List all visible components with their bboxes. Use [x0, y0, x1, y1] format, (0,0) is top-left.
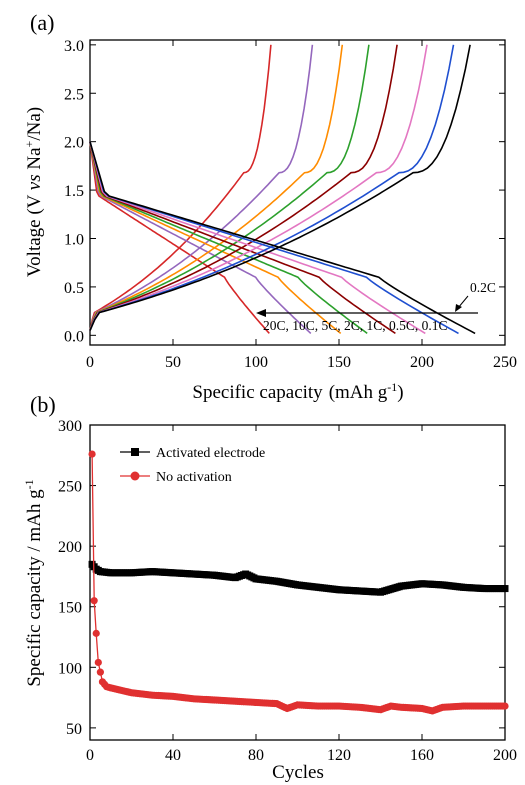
discharge-curve-20C: [89, 141, 270, 334]
charge-curve-2C: [89, 44, 370, 331]
a-ytick-label-6: 3.0: [64, 38, 84, 55]
no-activation-point-1: [88, 450, 96, 458]
a-xtick-label-3: 150: [327, 354, 351, 371]
b-xtick-label-3: 120: [327, 747, 351, 764]
b-ytick-label-4: 250: [58, 479, 82, 496]
a-xtick-label-0: 0: [86, 354, 94, 371]
b-xtick-label-2: 80: [248, 747, 264, 764]
panel-a-curves: [89, 44, 476, 335]
panel-a-y-tick-labels: 0.0 0.5 1.0 1.5 2.0 2.5 3.0: [64, 38, 84, 345]
b-ytick-label-1: 100: [58, 660, 82, 677]
a-xtick-label-1: 50: [165, 354, 181, 371]
panel-b-series: [88, 450, 509, 715]
discharge-curve-10C: [89, 141, 312, 334]
a-ytick-label-1: 0.5: [64, 280, 84, 297]
panel-a-label: (a): [30, 10, 54, 35]
panel-b-y-tick-labels: 50 100 150 200 250 300: [58, 418, 82, 738]
discharge-curve-0.2C: [89, 141, 459, 335]
discharge-curve-2C: [89, 141, 368, 335]
charge-curve-10C: [89, 44, 314, 331]
no-activation-point-4: [94, 658, 102, 667]
panel-a-voltage-profiles: (a) 0.0 0.5 1.0 1.5 2.0 2.5 3.0 0 50 100 150 200 25…: [22, 10, 517, 403]
a-ytick-label-4: 2.0: [64, 135, 84, 152]
annotation-0-2c: 0.2C: [470, 280, 496, 295]
b-ytick-label-0: 50: [66, 721, 82, 738]
charge-curve-1C: [89, 44, 398, 331]
a-ytick-label-5: 2.5: [64, 86, 84, 103]
panel-b-label: (b): [30, 392, 56, 417]
charge-curve-0.5C: [89, 44, 428, 331]
b-ytick-label-5: 300: [58, 418, 82, 435]
b-xtick-label-0: 0: [86, 747, 94, 764]
no-activation-point-5: [96, 668, 104, 676]
no-activation-point-3: [92, 629, 100, 637]
rate-labels: 20C, 10C, 5C, 2C, 1C, 0.5C, 0.1C: [263, 318, 448, 333]
b-xtick-label-4: 160: [410, 747, 434, 764]
panel-b-legend: Activated electrode No activation: [120, 446, 265, 485]
charge-curve-0.2C: [89, 44, 455, 331]
a-xtick-label-5: 250: [493, 354, 517, 371]
panel-a-x-axis-title: Specific capacity (mAh g-1): [192, 380, 403, 403]
charge-curve-0.1C: [89, 44, 471, 331]
a-ytick-label-3: 1.5: [64, 183, 84, 200]
panel-b-x-axis-title: Cycles: [272, 762, 324, 783]
a-xtick-label-4: 200: [410, 354, 434, 371]
panel-b-y-axis-title: Specific capacity / mAh g-1: [22, 479, 45, 686]
charge-curve-20C: [89, 44, 272, 331]
discharge-curve-0.5C: [89, 141, 426, 335]
activated-point-200: [501, 585, 509, 593]
charge-curve-5C: [89, 44, 344, 331]
no-activation-point-200: [501, 702, 509, 710]
panel-a-ticks: [89, 40, 506, 345]
b-xtick-label-5: 200: [493, 747, 517, 764]
a-ytick-label-0: 0.0: [64, 328, 84, 345]
panel-a-frame: [89, 39, 506, 346]
annotation-pointer-head: [455, 304, 462, 312]
legend-label-no-activation: No activation: [156, 470, 232, 485]
panel-b-cycling: (b) 50 100 150 200 250 300 0 40 80 120 160 200 Act…: [22, 392, 517, 783]
panel-b-x-tick-labels: 0 40 80 120 160 200: [86, 747, 517, 764]
panel-b-frame: [89, 424, 506, 741]
discharge-curve-0.1C: [89, 141, 476, 335]
legend-marker-activated: [131, 448, 139, 456]
b-ytick-label-3: 200: [58, 539, 82, 556]
b-xtick-label-1: 40: [165, 747, 181, 764]
panel-a-x-tick-labels: 0 50 100 150 200 250: [86, 354, 517, 371]
discharge-curve-5C: [89, 141, 342, 335]
a-ytick-label-2: 1.0: [64, 231, 84, 248]
b-ytick-label-2: 150: [58, 600, 82, 617]
panel-a-y-axis-title: Voltage (V vs Na+/Na): [22, 107, 45, 277]
legend-label-activated: Activated electrode: [156, 446, 265, 461]
discharge-curve-1C: [89, 141, 396, 335]
legend-marker-no-activation: [130, 471, 140, 481]
a-xtick-label-2: 100: [244, 354, 268, 371]
rate-arrow-head: [256, 309, 266, 317]
no-activation-point-2: [90, 597, 98, 605]
